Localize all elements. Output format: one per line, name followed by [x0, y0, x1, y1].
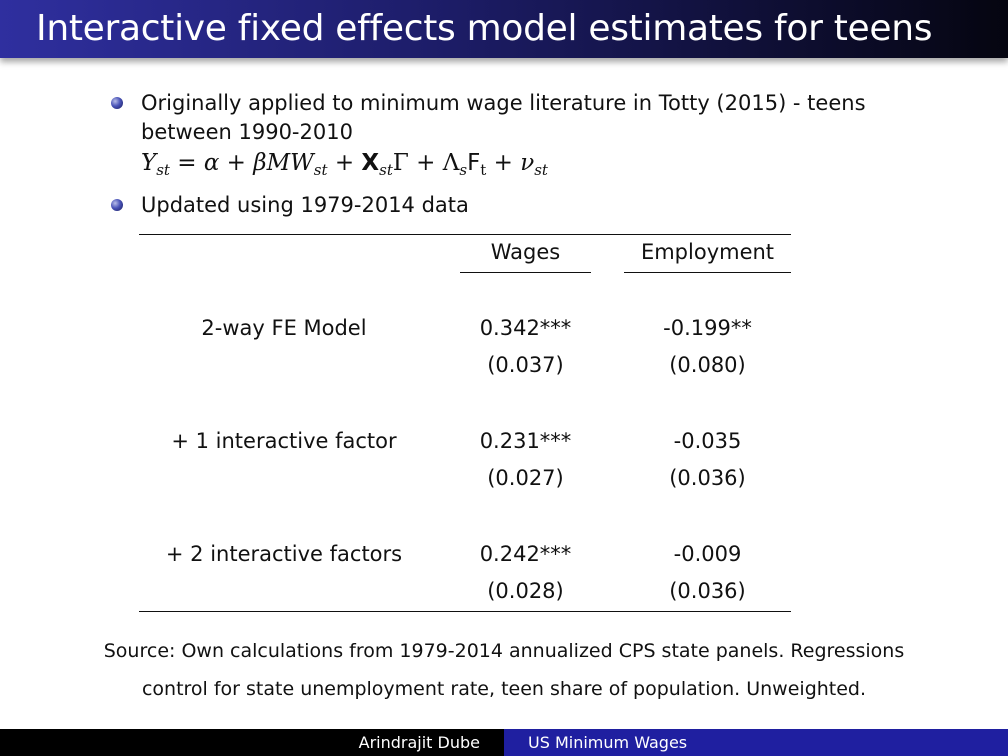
wages-standard-error: (0.028) [487, 579, 564, 603]
footer-bar: Arindrajit Dube US Minimum Wages [0, 729, 1008, 756]
wages-standard-error: (0.037) [487, 353, 564, 377]
wages-estimate: 0.231*** [479, 429, 572, 453]
table-top-rule [139, 234, 791, 235]
bullet-icon [111, 199, 123, 211]
table-bottom-rule [139, 611, 791, 612]
employment-estimate: -0.009 [673, 542, 742, 566]
source-note-line-1: Source: Own calculations from 1979-2014 … [103, 640, 905, 662]
source-note-line-2: control for state unemployment rate, tee… [141, 678, 867, 700]
wages-estimate: 0.342*** [479, 316, 572, 340]
table-row-label: + 1 interactive factor [171, 429, 397, 453]
bullet-2-line-1: Updated using 1979-2014 data [141, 193, 469, 217]
employment-standard-error: (0.036) [669, 579, 746, 603]
employment-estimate: -0.199** [663, 316, 752, 340]
employment-standard-error: (0.036) [669, 466, 746, 490]
model-equation: Yst = α + βMWst + XstΓ + ΛsFt + νst [141, 150, 548, 179]
slide-title: Interactive fixed effects model estimate… [36, 8, 933, 49]
employment-standard-error: (0.080) [669, 353, 746, 377]
employment-estimate: -0.035 [673, 429, 742, 453]
footer-talk-title: US Minimum Wages [504, 729, 1008, 756]
bullet-1-line-2: between 1990-2010 [141, 120, 353, 144]
column-header-wages: Wages [490, 240, 561, 264]
bullet-1-line-1: Originally applied to minimum wage liter… [141, 91, 866, 115]
wages-standard-error: (0.027) [487, 466, 564, 490]
table-row-label: + 2 interactive factors [165, 542, 403, 566]
title-bar: Interactive fixed effects model estimate… [0, 0, 1008, 58]
employment-header-rule [624, 272, 791, 273]
bullet-icon [111, 97, 123, 109]
wages-estimate: 0.242*** [479, 542, 572, 566]
footer-author: Arindrajit Dube [0, 729, 504, 756]
column-header-employment: Employment [640, 240, 775, 264]
table-row-label: 2-way FE Model [201, 316, 367, 340]
wages-header-rule [460, 272, 591, 273]
